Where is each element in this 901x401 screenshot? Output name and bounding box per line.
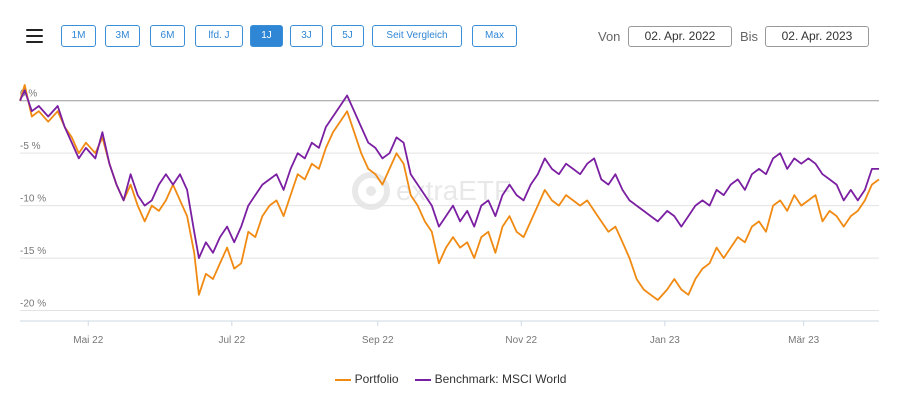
from-date-input[interactable]: 02. Apr. 2022: [628, 26, 732, 47]
menu-icon[interactable]: [26, 28, 43, 45]
legend-swatch: [414, 378, 431, 381]
legend-label: Portfolio: [354, 372, 399, 386]
legend-swatch: [334, 378, 351, 381]
x-tick-label: Jan 23: [650, 335, 680, 346]
watermark-logo-icon: [352, 172, 390, 210]
x-tick-label: Nov 22: [505, 335, 537, 346]
from-label: Von: [598, 29, 621, 44]
range-button-1m[interactable]: 1M: [61, 25, 96, 47]
legend-item-portfolio[interactable]: Portfolio: [334, 372, 399, 386]
x-tick-label: Jul 22: [218, 335, 245, 346]
to-date-input[interactable]: 02. Apr. 2023: [765, 26, 869, 47]
range-button-1j[interactable]: 1J: [250, 25, 283, 47]
x-tick-label: Sep 22: [362, 335, 394, 346]
x-tick-label: Mär 23: [788, 335, 820, 346]
menu-bar: [26, 35, 43, 37]
y-tick-label: -10 %: [20, 194, 46, 205]
series-line-benchmark[interactable]: [19, 89, 879, 259]
to-label: Bis: [740, 29, 759, 44]
chart-legend: Portfolio Benchmark: MSCI World: [0, 372, 901, 386]
range-button-lfd-j[interactable]: lfd. J: [195, 25, 243, 47]
range-button-max[interactable]: Max: [472, 25, 517, 47]
range-button-3m[interactable]: 3M: [105, 25, 140, 47]
menu-bar: [26, 29, 43, 31]
y-tick-label: -5 %: [20, 141, 41, 152]
range-button-5j[interactable]: 5J: [331, 25, 364, 47]
y-tick-label: 0 %: [20, 89, 37, 100]
range-button-seit-vergleich[interactable]: Seit Vergleich: [372, 25, 462, 47]
range-button-6m[interactable]: 6M: [150, 25, 185, 47]
legend-item-benchmark[interactable]: Benchmark: MSCI World: [414, 372, 567, 386]
series-line-portfolio[interactable]: [19, 84, 880, 301]
y-tick-label: -20 %: [20, 299, 46, 310]
legend-label: Benchmark: MSCI World: [434, 372, 567, 386]
range-button-3j[interactable]: 3J: [290, 25, 323, 47]
y-tick-label: -15 %: [20, 246, 46, 257]
menu-bar: [26, 41, 43, 43]
x-tick-label: Mai 22: [73, 335, 103, 346]
